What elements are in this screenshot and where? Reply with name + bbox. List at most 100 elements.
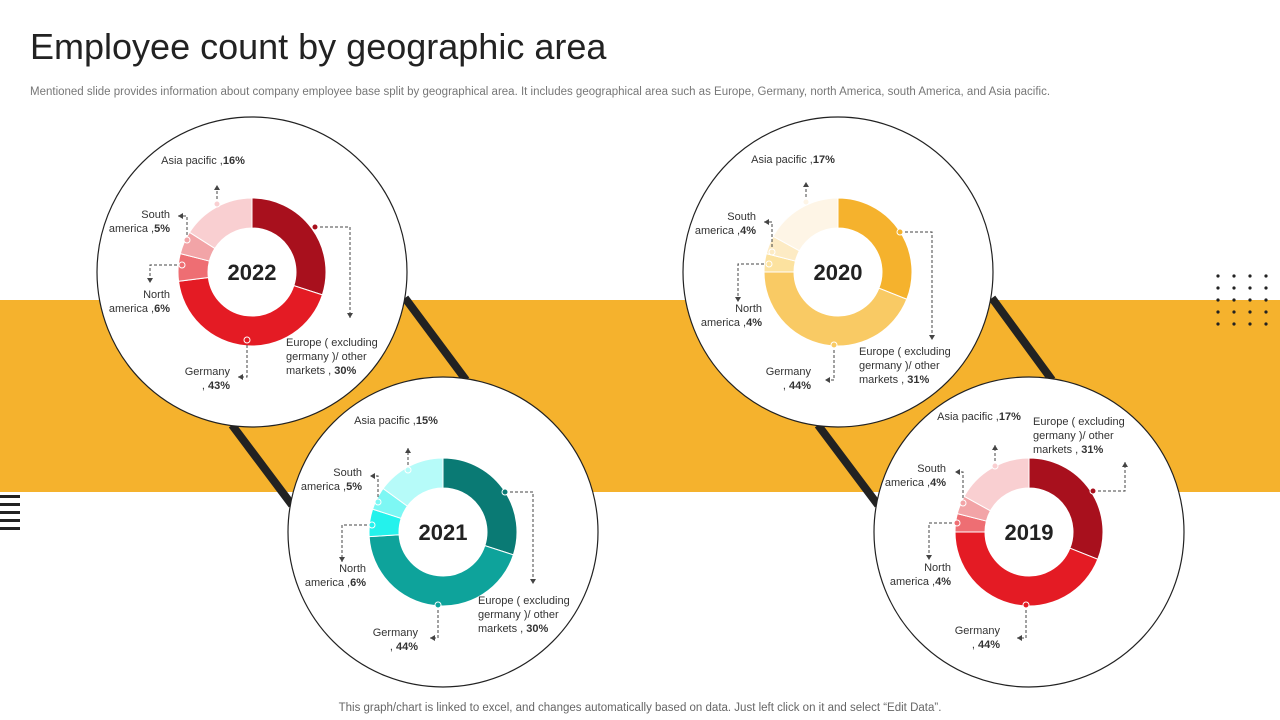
data-label: Germany, 43% [185,366,231,392]
leader-dot [1089,487,1097,495]
connector-lines [228,295,1056,508]
leader-arrow [955,469,960,475]
data-label: Asia pacific ,17% [937,411,1021,423]
chart-circle-frame [682,116,994,428]
leader-line [149,264,182,283]
grid-dot [1232,310,1236,314]
leader-arrow [347,313,353,318]
leader-line [737,263,769,302]
data-label: South america ,4% [885,463,946,489]
data-label: North america ,6% [109,289,170,315]
grid-dot [1248,322,1252,326]
donut-chart-2019[interactable]: 2019 Europe ( excluding germany )/ other ma… [873,376,1185,688]
page-subtitle: Mentioned slide provides information abo… [30,86,1051,98]
data-label: Germany, 44% [766,366,812,392]
leader-dot [830,341,838,349]
leader-line [430,605,439,639]
leader-line [315,226,351,318]
donut-chart-2022[interactable]: 2022 Europe ( excluding germany )/ other ma… [96,116,408,428]
grid-dot [1232,274,1236,278]
data-label: Europe ( excluding germany )/ other market… [286,337,378,377]
leader-arrow [929,335,935,340]
data-label: Asia pacific ,16% [161,155,245,167]
donut-slice-germany [178,276,324,347]
donut-slice-asia [772,197,839,252]
grid-dot [1264,286,1268,290]
donut-slice-asia [382,457,444,507]
data-label: North america ,6% [305,563,366,589]
leader-arrow [764,219,769,225]
leader-dot [243,336,251,344]
data-label: Germany, 44% [373,627,419,653]
leader-dot [802,198,810,206]
grid-dot [1264,274,1268,278]
leader-arrow [430,635,435,641]
chart-year-label: 2020 [814,260,863,285]
connector-line [401,295,470,383]
donut-slice-europe [837,197,913,300]
connector-line [228,422,296,508]
donut-slice-europe [1028,457,1104,560]
chart-circle-frame [287,376,599,688]
grid-dot [1248,274,1252,278]
leader-dot [404,466,412,474]
leader-line [928,522,957,560]
donut-chart-2020[interactable]: 2020 Europe ( excluding germany )/ other ma… [682,116,994,428]
leader-line [505,491,534,584]
grid-dot [1216,286,1220,290]
leader-dot [765,260,773,268]
grid-dot [1216,274,1220,278]
dot-grid-decoration [1216,274,1268,326]
leader-dot [434,601,442,609]
leader-arrow [992,445,998,450]
leader-line [1017,605,1027,639]
leader-arrow [370,473,375,479]
grid-dot [1216,322,1220,326]
leader-arrow [825,377,830,383]
grid-dot [1232,322,1236,326]
leader-arrow [735,297,741,302]
data-label: South america ,4% [695,211,756,237]
leader-dot [991,462,999,470]
leader-arrow [214,185,220,190]
leader-arrow [530,579,536,584]
data-label: North america ,4% [890,562,951,588]
data-label: Asia pacific ,15% [354,415,438,427]
leader-dot [959,499,967,507]
data-label: South america ,5% [109,209,170,235]
chart-circle-frame [873,376,1185,688]
data-label: Europe ( excluding germany )/ other market… [1033,416,1125,456]
donut-slice-asia [188,197,253,250]
page-title: Employee count by geographic area [30,26,607,67]
leader-arrow [147,278,153,283]
leader-arrow [405,448,411,453]
donut-chart-2021[interactable]: 2021 Europe ( excluding germany )/ other ma… [287,376,599,688]
data-label: South america ,5% [301,467,362,493]
leader-arrow [339,557,345,562]
grid-dot [1216,298,1220,302]
donut-slice-germany [368,534,515,607]
grid-dot [1216,310,1220,314]
data-label: Asia pacific ,17% [751,154,835,166]
leader-dot [368,521,376,529]
grid-dot [1264,322,1268,326]
data-label: Europe ( excluding germany )/ other market… [478,595,570,635]
connector-line [814,422,882,508]
data-label: Europe ( excluding germany )/ other market… [859,346,951,386]
leader-arrow [238,374,243,380]
grid-dot [1264,298,1268,302]
chart-year-label: 2021 [419,520,468,545]
connector-line [988,295,1056,383]
grid-dot [1232,286,1236,290]
leader-dot [311,223,319,231]
leader-arrow [178,213,183,219]
grid-dot [1264,310,1268,314]
chart-year-label: 2019 [1005,520,1054,545]
donut-slice-germany [763,271,908,347]
leader-arrow [1122,462,1128,467]
grid-dot [1248,310,1252,314]
grid-dot [1248,286,1252,290]
data-label: Germany, 44% [955,625,1001,651]
chart-circle-frame [96,116,408,428]
